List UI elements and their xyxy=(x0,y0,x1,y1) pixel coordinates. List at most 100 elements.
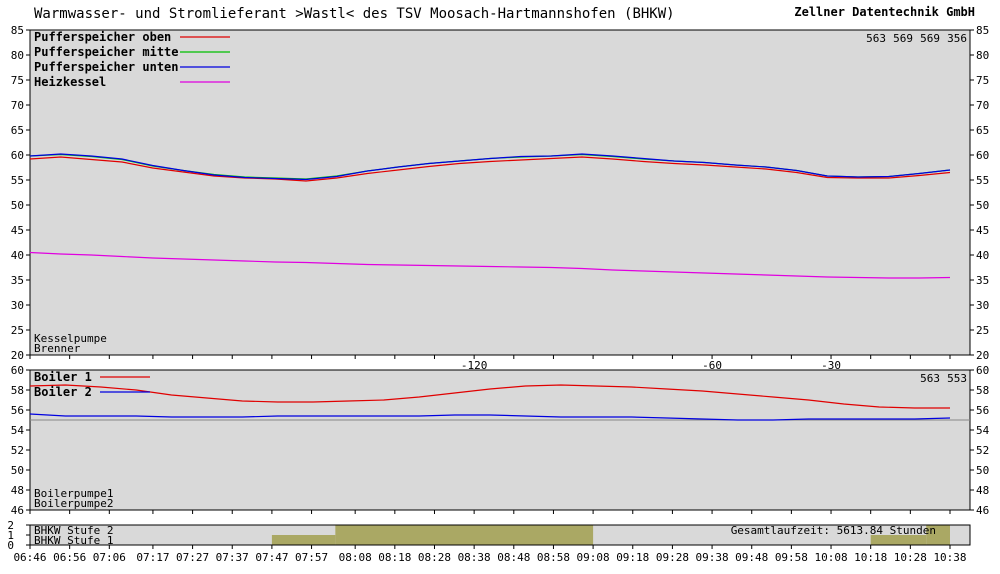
y-tick-label-left: 45 xyxy=(11,224,24,237)
y-tick-label-left: 35 xyxy=(11,274,24,287)
y-tick-label-left: 85 xyxy=(11,24,24,37)
boiler-temperature-panel: 46 46 48 48 50 50 52 52 54 54 56 56 58 58 60 60 Boiler 1… xyxy=(11,364,990,517)
y-tick-label-left: 56 xyxy=(11,404,24,417)
y-tick-label-left: 58 xyxy=(11,384,24,397)
minute-offset-label: -30 xyxy=(821,359,841,372)
plot-area xyxy=(29,369,971,511)
time-tick-label: 10:18 xyxy=(854,551,887,564)
stage-label: BHKW Stufe 2 xyxy=(34,524,113,537)
page-title: Warmwasser- und Stromlieferant >Wastl< d… xyxy=(34,6,675,22)
stage-y-tick-label: 1 xyxy=(7,529,14,542)
time-tick-label: 08:38 xyxy=(458,551,491,564)
status-label: Boilerpumpe1 xyxy=(34,487,113,500)
current-value: 553 xyxy=(947,372,967,385)
y-tick-label-right: 70 xyxy=(976,99,989,112)
y-tick-label-right: 60 xyxy=(976,364,989,377)
y-tick-label-right: 30 xyxy=(976,299,989,312)
legend-label: Heizkessel xyxy=(34,75,106,89)
y-tick-label-left: 60 xyxy=(11,364,24,377)
y-tick-label-left: 70 xyxy=(11,99,24,112)
time-tick-label: 09:58 xyxy=(775,551,808,564)
y-tick-label-right: 25 xyxy=(976,324,989,337)
y-tick-label-right: 85 xyxy=(976,24,989,37)
y-tick-label-left: 25 xyxy=(11,324,24,337)
time-tick-label: 10:28 xyxy=(894,551,927,564)
y-tick-label-right: 54 xyxy=(976,424,990,437)
y-tick-label-right: 55 xyxy=(976,174,989,187)
company-name: Zellner Datentechnik GmbH xyxy=(794,5,975,19)
y-tick-label-right: 65 xyxy=(976,124,989,137)
time-tick-label: 06:56 xyxy=(53,551,86,564)
y-tick-label-left: 20 xyxy=(11,349,24,362)
status-label: Brenner xyxy=(34,342,81,355)
current-value: 569 xyxy=(920,32,940,45)
time-tick-label: 07:37 xyxy=(216,551,249,564)
series-line-1 xyxy=(29,413,951,421)
plot-area xyxy=(29,29,971,356)
y-tick-label-left: 46 xyxy=(11,504,24,517)
y-tick-label-left: 80 xyxy=(11,49,24,62)
series-line-3 xyxy=(29,251,951,279)
puffer-temperature-panel: 20 20 25 25 30 30 35 35 40 40 45 45 50 50 55 55 60 60 65 65… xyxy=(11,24,990,372)
current-value: 563 xyxy=(866,32,886,45)
time-tick-label: 09:38 xyxy=(696,551,729,564)
status-label: Boilerpumpe2 xyxy=(34,497,113,510)
y-tick-label-left: 48 xyxy=(11,484,24,497)
y-tick-label-right: 48 xyxy=(976,484,989,497)
time-tick-label: 07:57 xyxy=(295,551,328,564)
series-line-2 xyxy=(29,153,951,181)
time-tick-label: 08:28 xyxy=(418,551,451,564)
time-tick-label: 08:48 xyxy=(497,551,530,564)
y-tick-label-right: 60 xyxy=(976,149,989,162)
y-tick-label-left: 50 xyxy=(11,199,24,212)
legend-label: Pufferspeicher unten xyxy=(34,60,179,74)
runtime-text: Gesamtlaufzeit: 5613.84 Stunden xyxy=(731,524,936,537)
y-tick-label-right: 45 xyxy=(976,224,989,237)
legend-label: Pufferspeicher oben xyxy=(34,30,171,44)
time-tick-label: 09:48 xyxy=(735,551,768,564)
y-tick-label-right: 56 xyxy=(976,404,989,417)
time-tick-label: 09:08 xyxy=(577,551,610,564)
status-label: Kesselpumpe xyxy=(34,332,107,345)
minute-offset-label: -120 xyxy=(461,359,488,372)
y-tick-label-right: 58 xyxy=(976,384,989,397)
stage-bar-segment xyxy=(870,535,927,545)
y-tick-label-left: 55 xyxy=(11,174,24,187)
time-axis: 06:46 06:56 07:06 07:17 07:27 07:37 07:47 07:57… xyxy=(13,545,967,564)
y-tick-label-left: 52 xyxy=(11,444,24,457)
y-tick-label-left: 75 xyxy=(11,74,24,87)
y-tick-label-left: 40 xyxy=(11,249,24,262)
y-tick-label-left: 54 xyxy=(11,424,25,437)
current-value: 356 xyxy=(947,32,967,45)
legend-label: Boiler 2 xyxy=(34,385,92,399)
time-tick-label: 09:28 xyxy=(656,551,689,564)
y-tick-label-right: 50 xyxy=(976,464,989,477)
y-tick-label-right: 46 xyxy=(976,504,989,517)
legend-label: Boiler 1 xyxy=(34,370,92,384)
y-tick-label-right: 50 xyxy=(976,199,989,212)
y-tick-label-left: 50 xyxy=(11,464,24,477)
stage-bar-segment xyxy=(271,535,336,545)
y-tick-label-right: 20 xyxy=(976,349,989,362)
current-value: 569 xyxy=(893,32,913,45)
y-tick-label-right: 75 xyxy=(976,74,989,87)
series-line-0 xyxy=(29,384,950,409)
legend-label: Pufferspeicher mitte xyxy=(34,45,179,59)
y-tick-label-right: 52 xyxy=(976,444,989,457)
time-tick-label: 07:27 xyxy=(176,551,209,564)
time-tick-label: 10:38 xyxy=(933,551,966,564)
time-tick-label: 08:58 xyxy=(537,551,570,564)
y-tick-label-right: 35 xyxy=(976,274,989,287)
y-tick-label-right: 80 xyxy=(976,49,989,62)
time-tick-label: 10:08 xyxy=(814,551,847,564)
time-tick-label: 08:18 xyxy=(378,551,411,564)
stage-label: BHKW Stufe 1 xyxy=(34,534,113,547)
minute-offset-label: -60 xyxy=(702,359,722,372)
stage-y-tick-label: 2 xyxy=(7,519,14,532)
time-tick-label: 07:17 xyxy=(136,551,169,564)
stage-bar-segment xyxy=(335,525,594,545)
series-line-0 xyxy=(29,156,951,182)
y-tick-label-left: 60 xyxy=(11,149,24,162)
